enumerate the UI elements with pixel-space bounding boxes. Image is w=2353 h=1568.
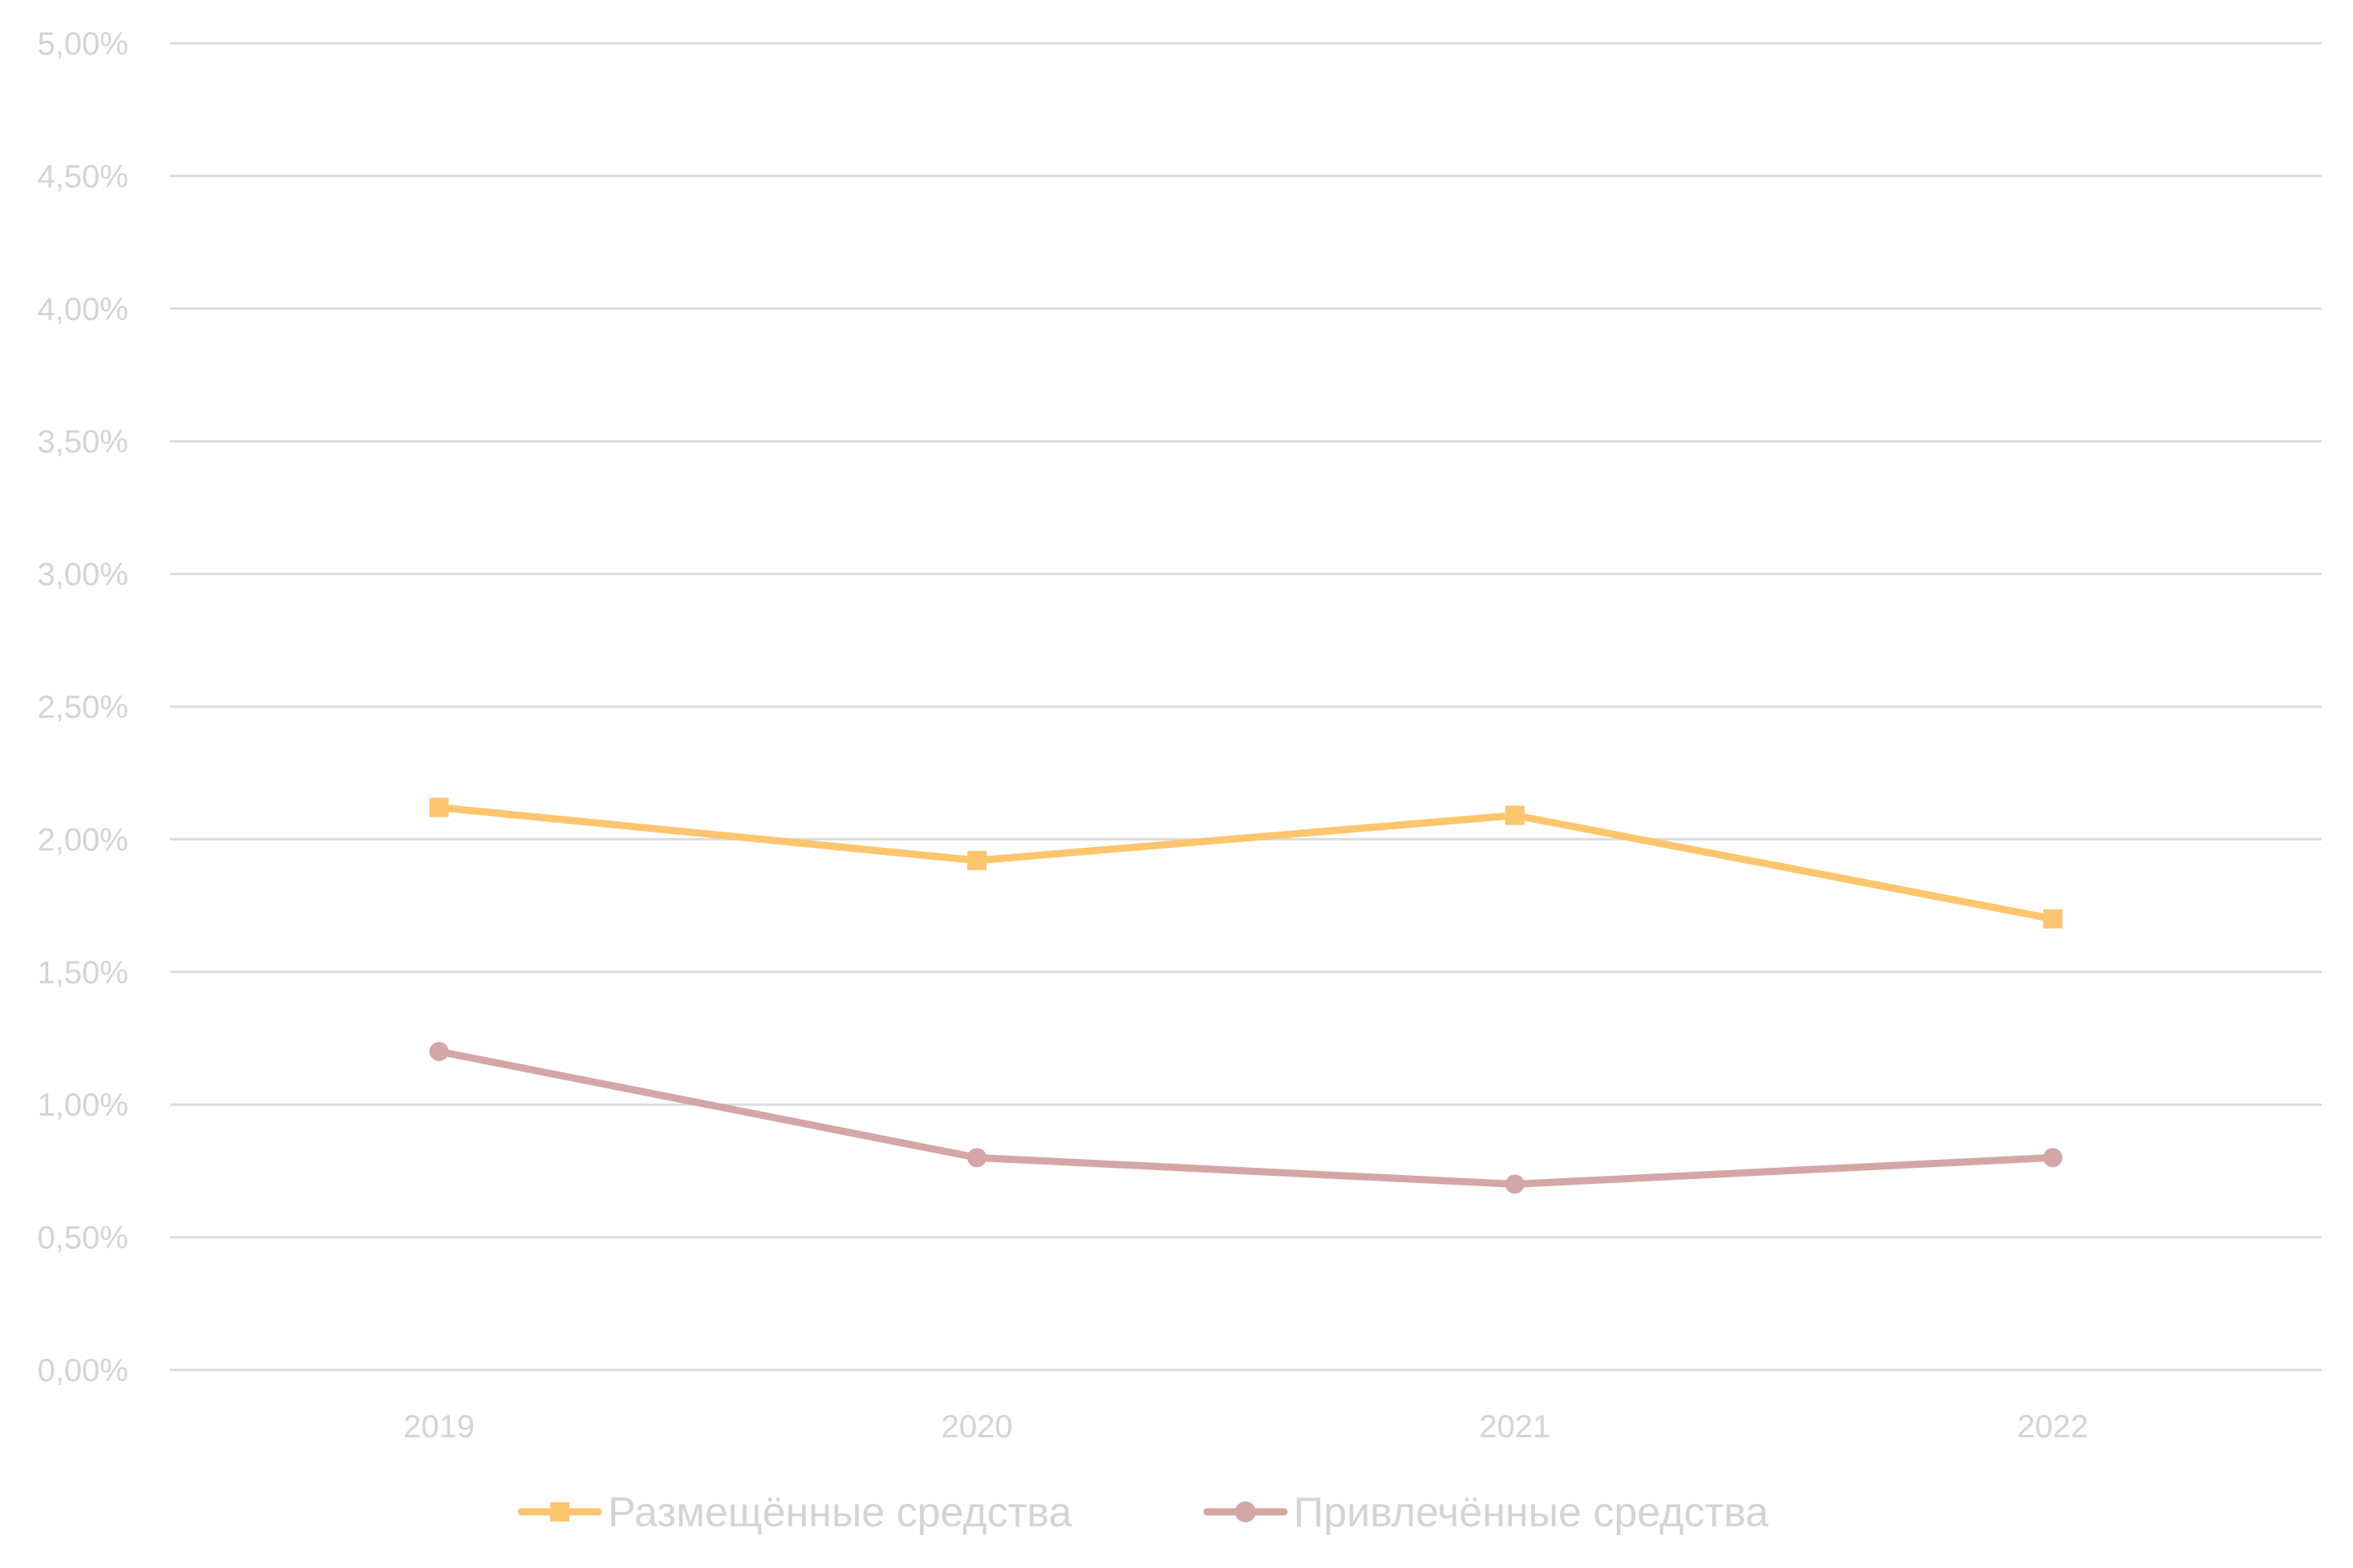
legend-label: Размещённые средства (608, 1489, 1072, 1536)
y-tick-label: 4,00% (38, 292, 128, 327)
data-point-square (967, 850, 987, 870)
series-layer (429, 797, 2063, 1194)
y-tick-label: 0,00% (38, 1353, 128, 1388)
series-line (435, 804, 2057, 923)
legend-item-2: Привлечённые средства (1203, 1489, 1768, 1536)
data-point-square (429, 797, 449, 817)
x-tick-label: 2021 (1479, 1409, 1550, 1444)
x-tick-label: 2019 (403, 1409, 475, 1444)
legend-item-1: Размещённые средства (517, 1489, 1072, 1536)
y-tick-label: 1,00% (38, 1088, 128, 1123)
data-point-circle (967, 1148, 987, 1168)
legend-marker-circle (1235, 1501, 1256, 1522)
data-point-square (1505, 805, 1525, 825)
data-point-circle (1505, 1174, 1525, 1194)
y-tick-label: 4,50% (38, 159, 128, 194)
x-tick-label: 2020 (942, 1409, 1013, 1444)
y-tick-label: 3,50% (38, 424, 128, 460)
y-tick-label: 2,00% (38, 822, 128, 857)
y-tick-label: 2,50% (38, 690, 128, 725)
legend-label: Привлечённые средства (1294, 1489, 1768, 1536)
y-tick-label: 5,00% (38, 26, 128, 62)
series-2 (429, 1042, 2063, 1194)
data-point-circle (429, 1042, 449, 1062)
data-point-square (2043, 909, 2063, 929)
legend: Размещённые средства Привлечённые средств… (517, 1489, 1768, 1536)
x-tick-label: 2022 (2017, 1409, 2088, 1444)
data-point-circle (2043, 1148, 2063, 1168)
y-tick-label: 1,50% (38, 955, 128, 991)
x-axis-tick-labels: 2019 2020 2021 2022 (403, 1409, 2088, 1444)
y-axis-tick-labels: 0,00% 0,50% 1,00% 1,50% 2,00% 2,50% 3,00% 3,50%… (38, 26, 128, 1388)
y-tick-label: 0,50% (38, 1221, 128, 1256)
series-1 (429, 797, 2063, 929)
legend-marker-square (550, 1502, 569, 1521)
series-line (435, 1047, 2057, 1188)
y-tick-label: 3,00% (38, 557, 128, 593)
